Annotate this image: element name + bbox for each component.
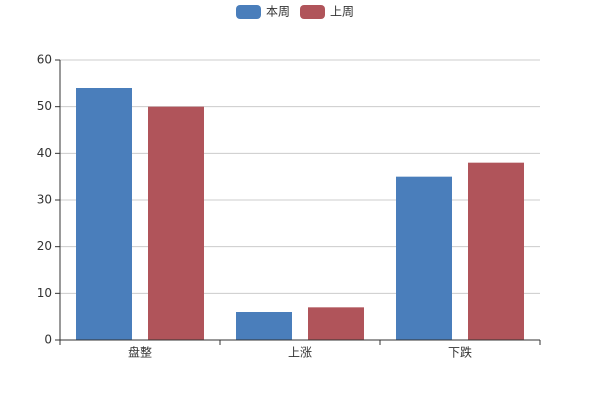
y-tick-label: 10 [37,286,52,300]
y-tick-label: 40 [37,146,52,160]
x-tick-label: 盘整 [128,345,152,360]
bar [76,88,132,340]
bar [468,162,524,340]
y-tick-label: 30 [37,193,52,207]
bar [148,106,204,341]
legend-icon[interactable] [300,5,325,19]
bar [236,312,292,340]
legend-label[interactable]: 本周 [266,5,290,19]
x-tick-label: 上涨 [288,345,312,360]
y-tick-label: 0 [44,333,52,347]
x-tick-label: 下跌 [448,345,472,360]
y-tick-label: 20 [37,239,52,253]
y-tick-label: 50 [37,99,52,113]
y-tick-label: 60 [37,53,52,67]
bar [396,176,452,340]
bar [308,307,364,340]
legend-icon[interactable] [236,5,261,19]
legend-label[interactable]: 上周 [330,5,354,19]
